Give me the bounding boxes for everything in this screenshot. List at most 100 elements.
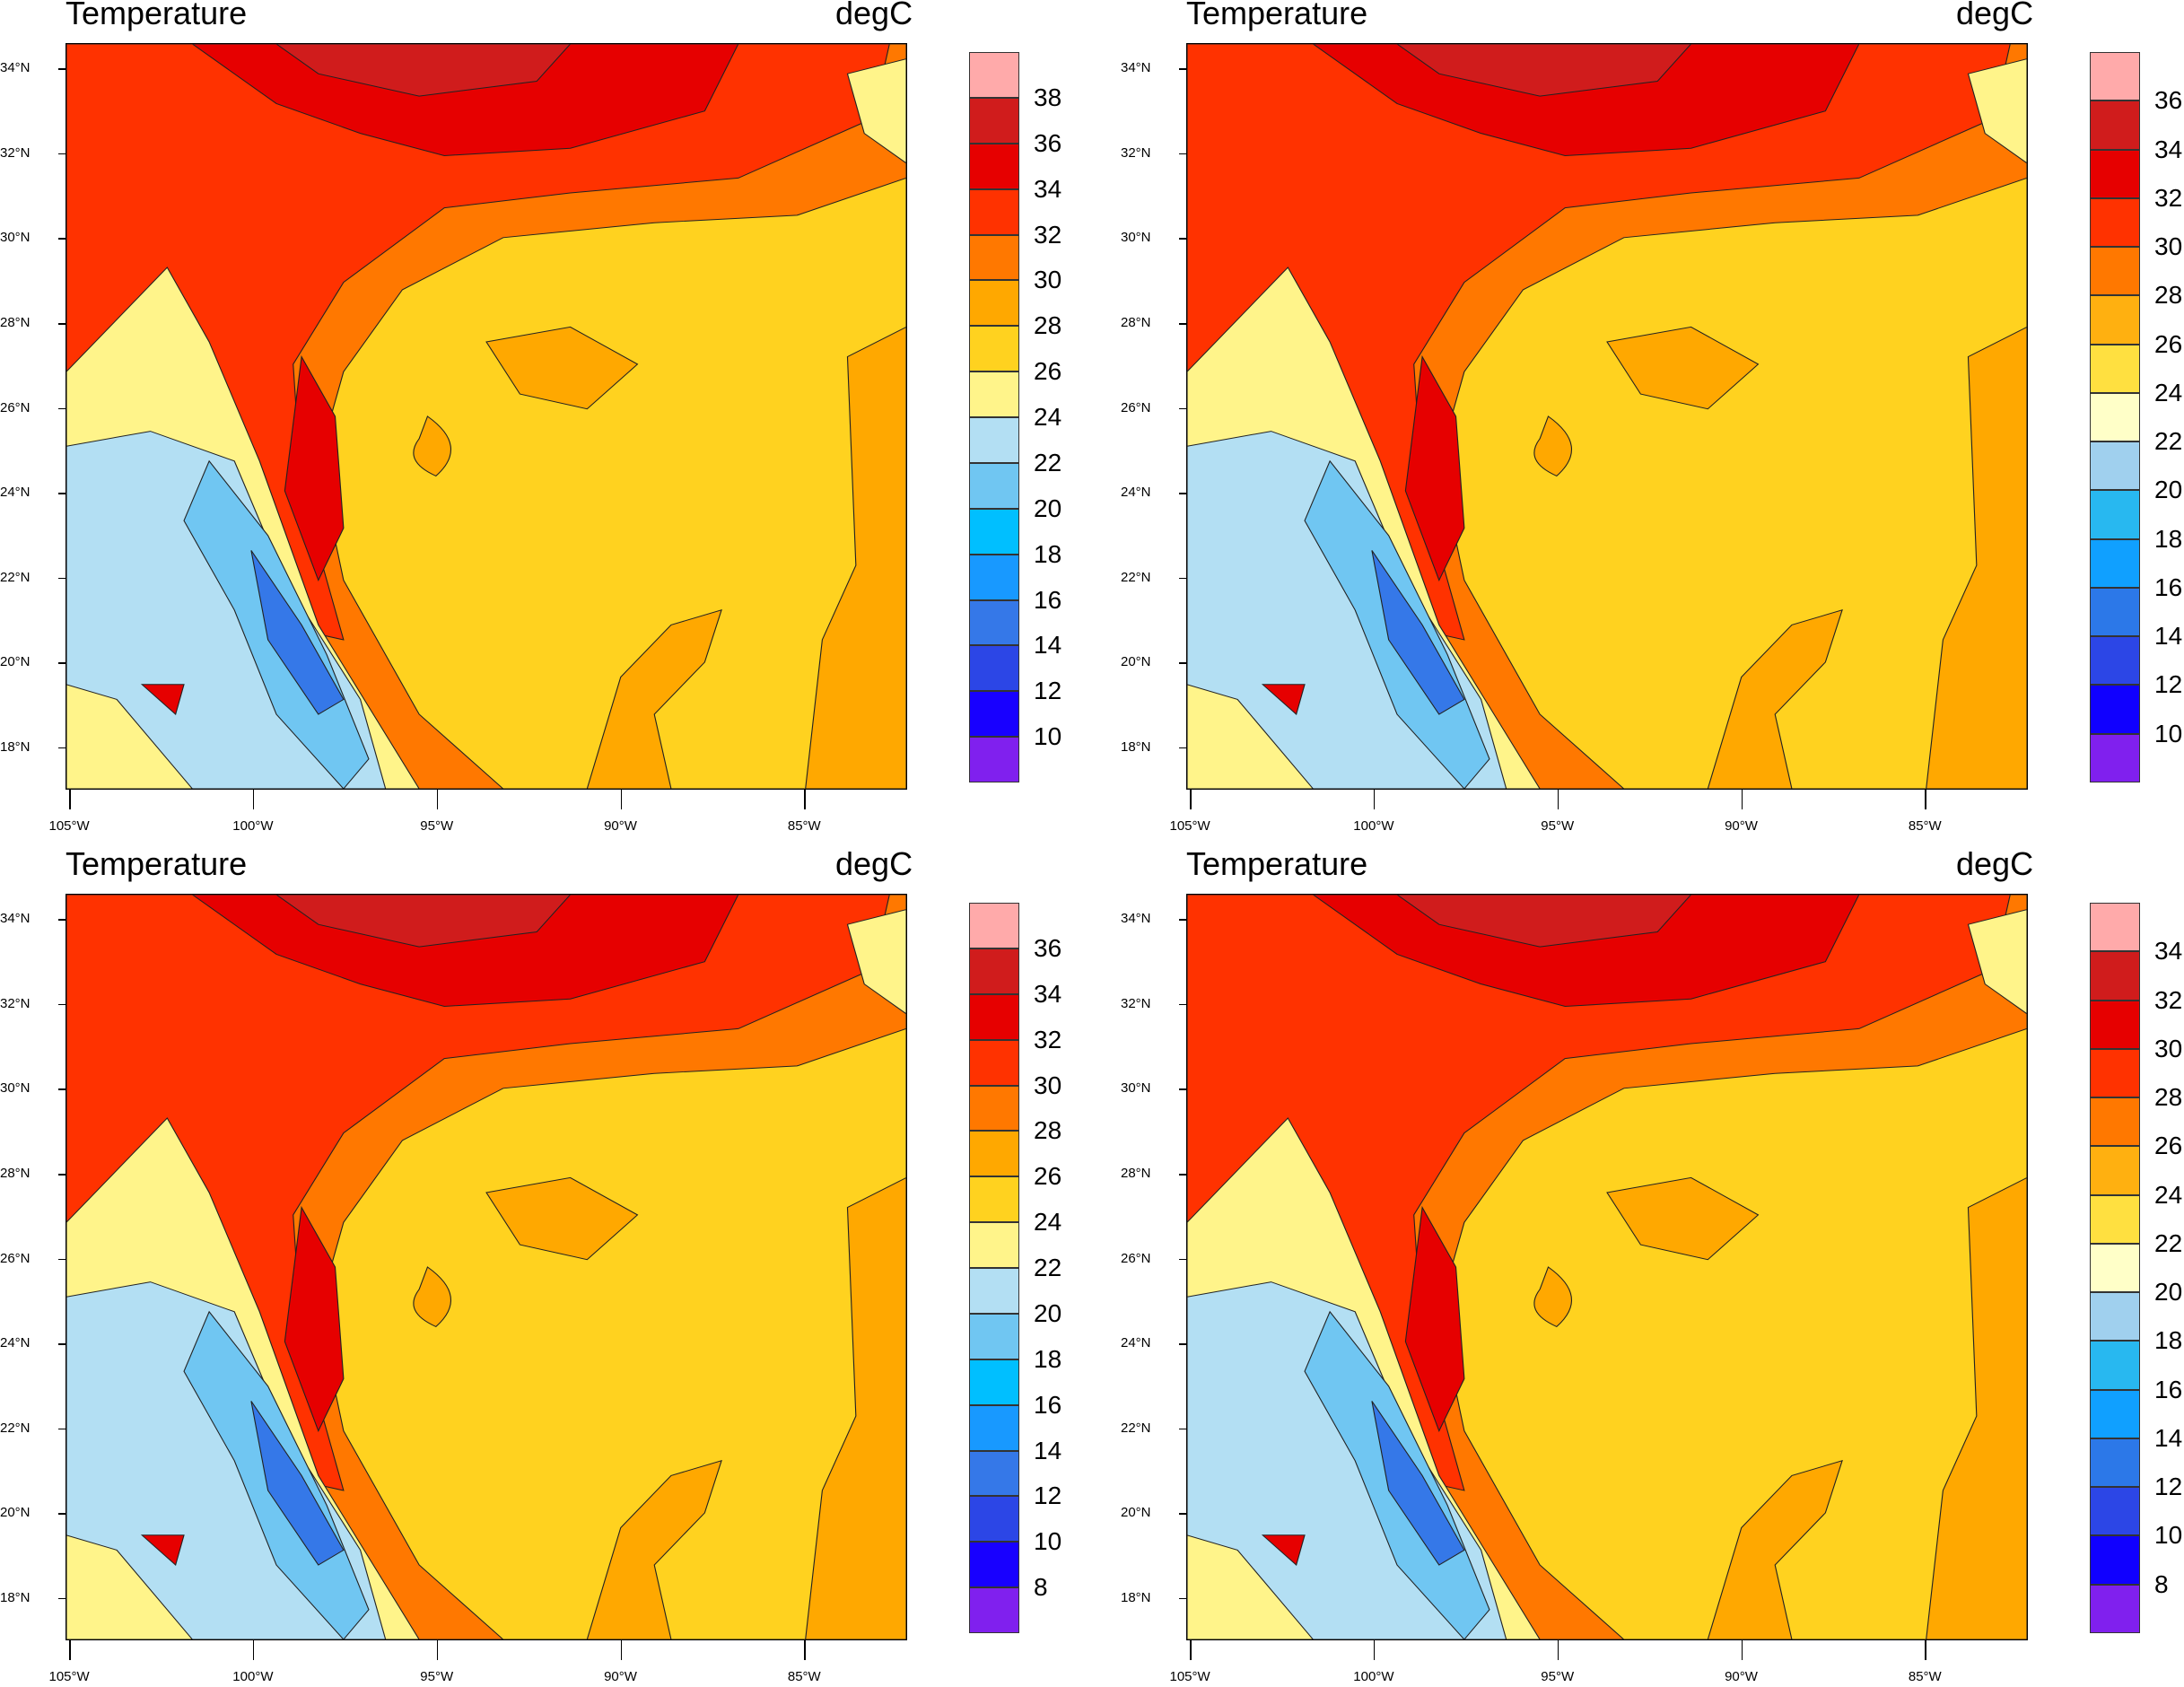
south-hot: [1261, 1534, 1306, 1566]
colorbar-label: 12: [1034, 677, 1062, 705]
lat-tick-label: 20°N: [0, 1505, 31, 1521]
lat-tick-mark: [58, 1513, 66, 1515]
colorbar-label: 10: [2154, 1521, 2183, 1550]
colorbar-label: 14: [2154, 1423, 2183, 1452]
lat-tick-label: 28°N: [1121, 1166, 1151, 1181]
south-hot: [140, 1534, 185, 1566]
colorbar-box: [969, 1313, 1019, 1359]
warm-east: [805, 326, 906, 789]
colorbar: 36 34 32 30 28 26 24 22 20 18 16 14 12 10 8: [969, 903, 1061, 1633]
lon-tick-label: 100°W: [1353, 818, 1394, 834]
colorbar-box: [969, 326, 1019, 372]
colorbar-box: [969, 188, 1019, 235]
lon-tick-mark: [1925, 1640, 1926, 1660]
lon-tick-label: 105°W: [48, 818, 90, 834]
panel-title: Temperature: [66, 845, 248, 882]
yucatan: [1707, 609, 1843, 789]
lon-tick-mark: [436, 1640, 439, 1660]
lat-tick-label: 32°N: [0, 995, 31, 1011]
lat-tick-label: 26°N: [1121, 399, 1151, 415]
lat-tick-label: 24°N: [1121, 1335, 1151, 1351]
contour-map: [66, 43, 907, 790]
lon-tick-mark: [1557, 790, 1559, 809]
colorbar-box: [969, 234, 1019, 281]
lat-tick-label: 18°N: [0, 739, 31, 755]
colorbar-box: [969, 599, 1019, 646]
lat-tick-mark: [58, 323, 66, 325]
colorbar-label: 18: [1034, 539, 1062, 568]
colorbar-box: [969, 993, 1019, 1040]
colorbar-box: [969, 903, 1019, 948]
lon-tick-mark: [1741, 790, 1743, 809]
lat-tick-label: 30°N: [0, 1080, 31, 1097]
colorbar-box: [2090, 733, 2140, 782]
colorbar-box: [969, 1222, 1019, 1268]
lon-tick-mark: [1925, 790, 1926, 809]
colorbar-box: [2090, 1194, 2140, 1244]
lat-tick-mark: [58, 919, 66, 921]
lat-tick-label: 24°N: [1121, 485, 1151, 501]
lon-tick-label: 105°W: [1169, 818, 1210, 834]
colorbar-label: 26: [2154, 329, 2183, 358]
lon-tick-label: 105°W: [1169, 1669, 1210, 1684]
lon-tick-label: 95°W: [420, 818, 454, 834]
units-label: degC: [835, 0, 913, 31]
lat-tick-mark: [1179, 1428, 1186, 1430]
lat-tick-mark: [58, 407, 66, 410]
colorbar-label: 10: [1034, 722, 1062, 751]
highland-deep: [250, 1401, 345, 1566]
colorbar-label: 32: [2154, 985, 2183, 1014]
lat-tick-mark: [58, 1258, 66, 1261]
lat-tick-label: 18°N: [1121, 1589, 1151, 1605]
north-hottest: [275, 895, 572, 948]
colorbar-box: [969, 143, 1019, 189]
colorbar-box: [969, 645, 1019, 692]
lat-tick-mark: [1179, 1174, 1186, 1176]
colorbar-label: 8: [2154, 1569, 2169, 1598]
lat-tick-label: 30°N: [1121, 1080, 1151, 1097]
panel-title: Temperature: [66, 0, 248, 31]
highland-deep: [1371, 1401, 1465, 1566]
colorbar-label: 12: [1034, 1482, 1062, 1510]
lat-tick-label: 32°N: [1121, 995, 1151, 1011]
colorbar-label: 30: [2154, 1034, 2183, 1062]
lat-tick-mark: [1179, 153, 1186, 155]
panel-3: Temperature degC 34°N 32°N 30°N 28°N 26°N 24°N…: [0, 845, 1142, 1685]
colorbar-box: [2090, 295, 2140, 345]
gulf-eddy: [1533, 1266, 1572, 1328]
lat-tick-label: 22°N: [1121, 1420, 1151, 1436]
colorbar-box: [969, 1496, 1019, 1543]
gulf-eddy: [413, 415, 451, 477]
lon-tick-mark: [1190, 790, 1192, 809]
lon-tick-mark: [69, 1640, 71, 1660]
lon-tick-label: 90°W: [1725, 818, 1758, 834]
lat-tick-label: 26°N: [0, 1250, 31, 1266]
colorbar-label: 38: [1034, 83, 1062, 111]
colorbar-box: [969, 1176, 1019, 1223]
lon-tick-mark: [252, 1640, 255, 1660]
lat-tick-label: 34°N: [1121, 911, 1151, 927]
lat-tick-mark: [58, 68, 66, 70]
colorbar-box: [2090, 951, 2140, 1001]
colorbar-label: 8: [1034, 1573, 1048, 1602]
lat-tick-label: 30°N: [1121, 230, 1151, 246]
lat-tick-label: 32°N: [1121, 144, 1151, 161]
colorbar-label: 14: [1034, 631, 1062, 660]
colorbar-box: [969, 1450, 1019, 1497]
colorbar-box: [2090, 538, 2140, 588]
units-label: degC: [1956, 845, 2034, 882]
colorbar-box: [969, 1359, 1019, 1405]
colorbar-label: 34: [2154, 135, 2183, 163]
lat-tick-mark: [58, 1428, 66, 1430]
colorbar-box: [2090, 52, 2140, 101]
colorbar-box: [2090, 1048, 2140, 1098]
colorbar-box: [2090, 441, 2140, 491]
lat-tick-mark: [58, 662, 66, 664]
colorbar-label: 24: [1034, 403, 1062, 431]
colorbar-label: 22: [1034, 448, 1062, 476]
colorbar-label: 20: [1034, 1298, 1062, 1327]
lon-tick-label: 105°W: [48, 1669, 90, 1684]
lat-tick-label: 24°N: [0, 485, 31, 501]
colorbar-label: 10: [2154, 719, 2183, 747]
lat-tick-mark: [1179, 407, 1186, 410]
